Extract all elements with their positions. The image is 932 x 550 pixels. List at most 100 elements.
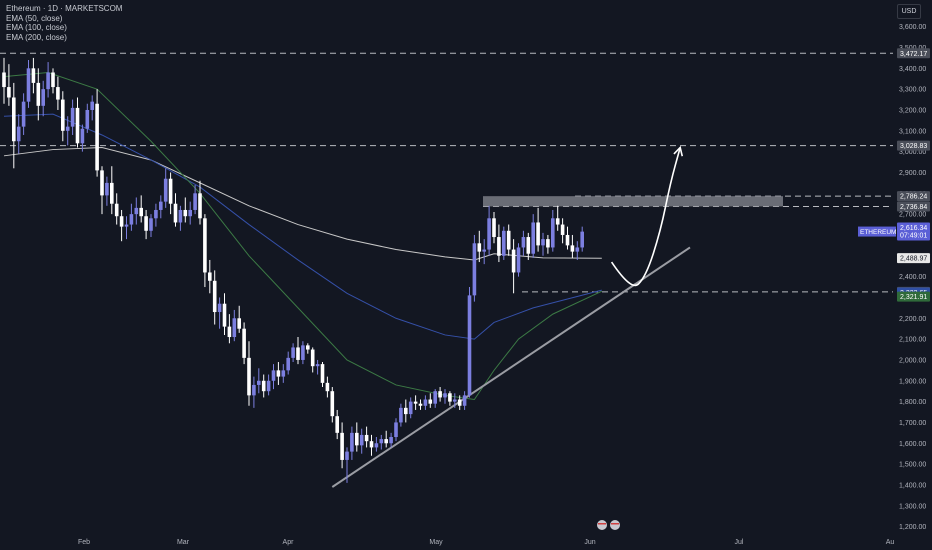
candle-body <box>310 349 315 367</box>
x-tick-label: Feb <box>78 539 90 546</box>
arrow-head-icon <box>673 145 684 157</box>
y-tick-label: 2,200.00 <box>899 316 926 323</box>
ema-100-line <box>3 113 602 340</box>
price-tags: 3,472.173,028.832,786.242,736.842,326.63… <box>858 48 930 302</box>
candle-body <box>291 347 295 358</box>
candle-body <box>555 218 560 225</box>
candle-body <box>227 326 232 338</box>
candle-body <box>168 178 173 204</box>
candle-body <box>506 230 511 250</box>
candle-body <box>114 203 119 217</box>
y-tick-label: 1,900.00 <box>899 378 926 385</box>
resistance-zone <box>483 196 783 207</box>
event-flag-icon <box>610 520 620 530</box>
ema-lines <box>3 71 603 401</box>
trend-lines <box>331 246 691 488</box>
candle-body <box>384 439 388 444</box>
candle-body <box>413 401 418 404</box>
candle-body <box>105 182 109 196</box>
candle-body <box>306 345 310 350</box>
level-tag: 3,472.17 <box>900 51 927 58</box>
candle-body <box>178 209 183 223</box>
candle-body <box>418 403 423 406</box>
last-price-tag: 2,616.34 <box>900 225 927 232</box>
y-tick-label: 1,800.00 <box>899 399 926 406</box>
candle-body <box>462 395 467 406</box>
currency-button[interactable]: USD <box>897 4 921 19</box>
horizontal-levels <box>0 52 893 293</box>
candle-body <box>369 441 374 448</box>
candle-body <box>477 243 482 252</box>
x-tick-label: Mar <box>177 539 190 546</box>
candle-body <box>271 370 276 381</box>
candle-body <box>80 128 85 144</box>
candle-body <box>247 357 251 396</box>
candle-body <box>580 231 584 248</box>
candle-body <box>570 245 575 252</box>
y-tick-label: 2,000.00 <box>899 357 926 364</box>
level-tag: 2,736.84 <box>900 204 927 211</box>
event-markers <box>597 520 620 530</box>
last-price-tag-bg <box>897 222 930 241</box>
ema-100-legend[interactable]: EMA (100, close) <box>6 23 67 32</box>
candle-body <box>203 218 207 273</box>
candle-body <box>149 218 153 231</box>
candle-body <box>560 224 565 235</box>
candle-body <box>359 434 364 446</box>
time-axis[interactable]: Feb Mar Apr May Jun Jul Au <box>78 539 894 546</box>
candle-body <box>389 437 393 444</box>
candle-body <box>320 364 325 383</box>
level-tag: 3,028.83 <box>900 143 927 150</box>
candle-body <box>70 107 75 127</box>
candle-body <box>188 209 192 217</box>
x-tick-label: Apr <box>283 539 295 546</box>
candle-body <box>453 399 457 402</box>
candle-body <box>198 193 202 219</box>
level-tag-bg <box>897 201 930 212</box>
y-tick-label: 2,700.00 <box>899 212 926 219</box>
candle-body <box>340 432 344 460</box>
ema-50-tag-bg <box>897 291 930 302</box>
y-tick-label: 1,500.00 <box>899 462 926 469</box>
candle-body <box>423 399 428 406</box>
ema-200-tag: 2,488.97 <box>900 256 927 263</box>
candle-body <box>61 99 65 131</box>
candle-body <box>433 391 437 404</box>
candle-body <box>330 391 335 417</box>
candle-body <box>208 272 212 281</box>
y-tick-label: 2,900.00 <box>899 170 926 177</box>
y-tick-label: 3,600.00 <box>899 24 926 31</box>
y-tick-label: 1,300.00 <box>899 503 926 510</box>
y-tick-label: 3,000.00 <box>899 149 926 156</box>
candle-body <box>56 87 60 100</box>
symbol-title[interactable]: Ethereum · 1D · MARKETSCOM <box>6 4 123 13</box>
candle-body <box>51 72 55 88</box>
ema-200-legend[interactable]: EMA (200, close) <box>6 32 67 42</box>
candle-body <box>7 87 11 98</box>
candle-body <box>242 328 246 358</box>
y-tick-label: 3,200.00 <box>899 107 926 114</box>
candle-body <box>467 295 472 396</box>
candle-body <box>46 72 50 90</box>
ema-50-legend[interactable]: EMA (50, close) <box>6 13 63 23</box>
candle-body <box>443 393 447 398</box>
x-tick-label: Au <box>886 539 895 546</box>
candle-body <box>521 237 526 248</box>
candle-body <box>134 207 139 215</box>
candle-body <box>95 103 99 171</box>
candle-body <box>379 439 384 444</box>
y-tick-label: 2,400.00 <box>899 274 926 281</box>
candlesticks <box>2 57 584 483</box>
level-tag-bg <box>897 140 930 151</box>
candle-body <box>487 218 491 250</box>
candle-body <box>502 230 506 256</box>
price-axis[interactable]: 1,200.00 1,300.00 1,400.00 1,500.00 1,600.00… <box>899 24 926 531</box>
x-tick-label: May <box>429 539 443 546</box>
candle-body <box>374 443 379 448</box>
candle-body <box>408 401 413 415</box>
candle-body <box>85 109 90 129</box>
candle-body <box>222 303 227 327</box>
y-tick-label: 3,300.00 <box>899 87 926 94</box>
candle-body <box>394 422 398 438</box>
